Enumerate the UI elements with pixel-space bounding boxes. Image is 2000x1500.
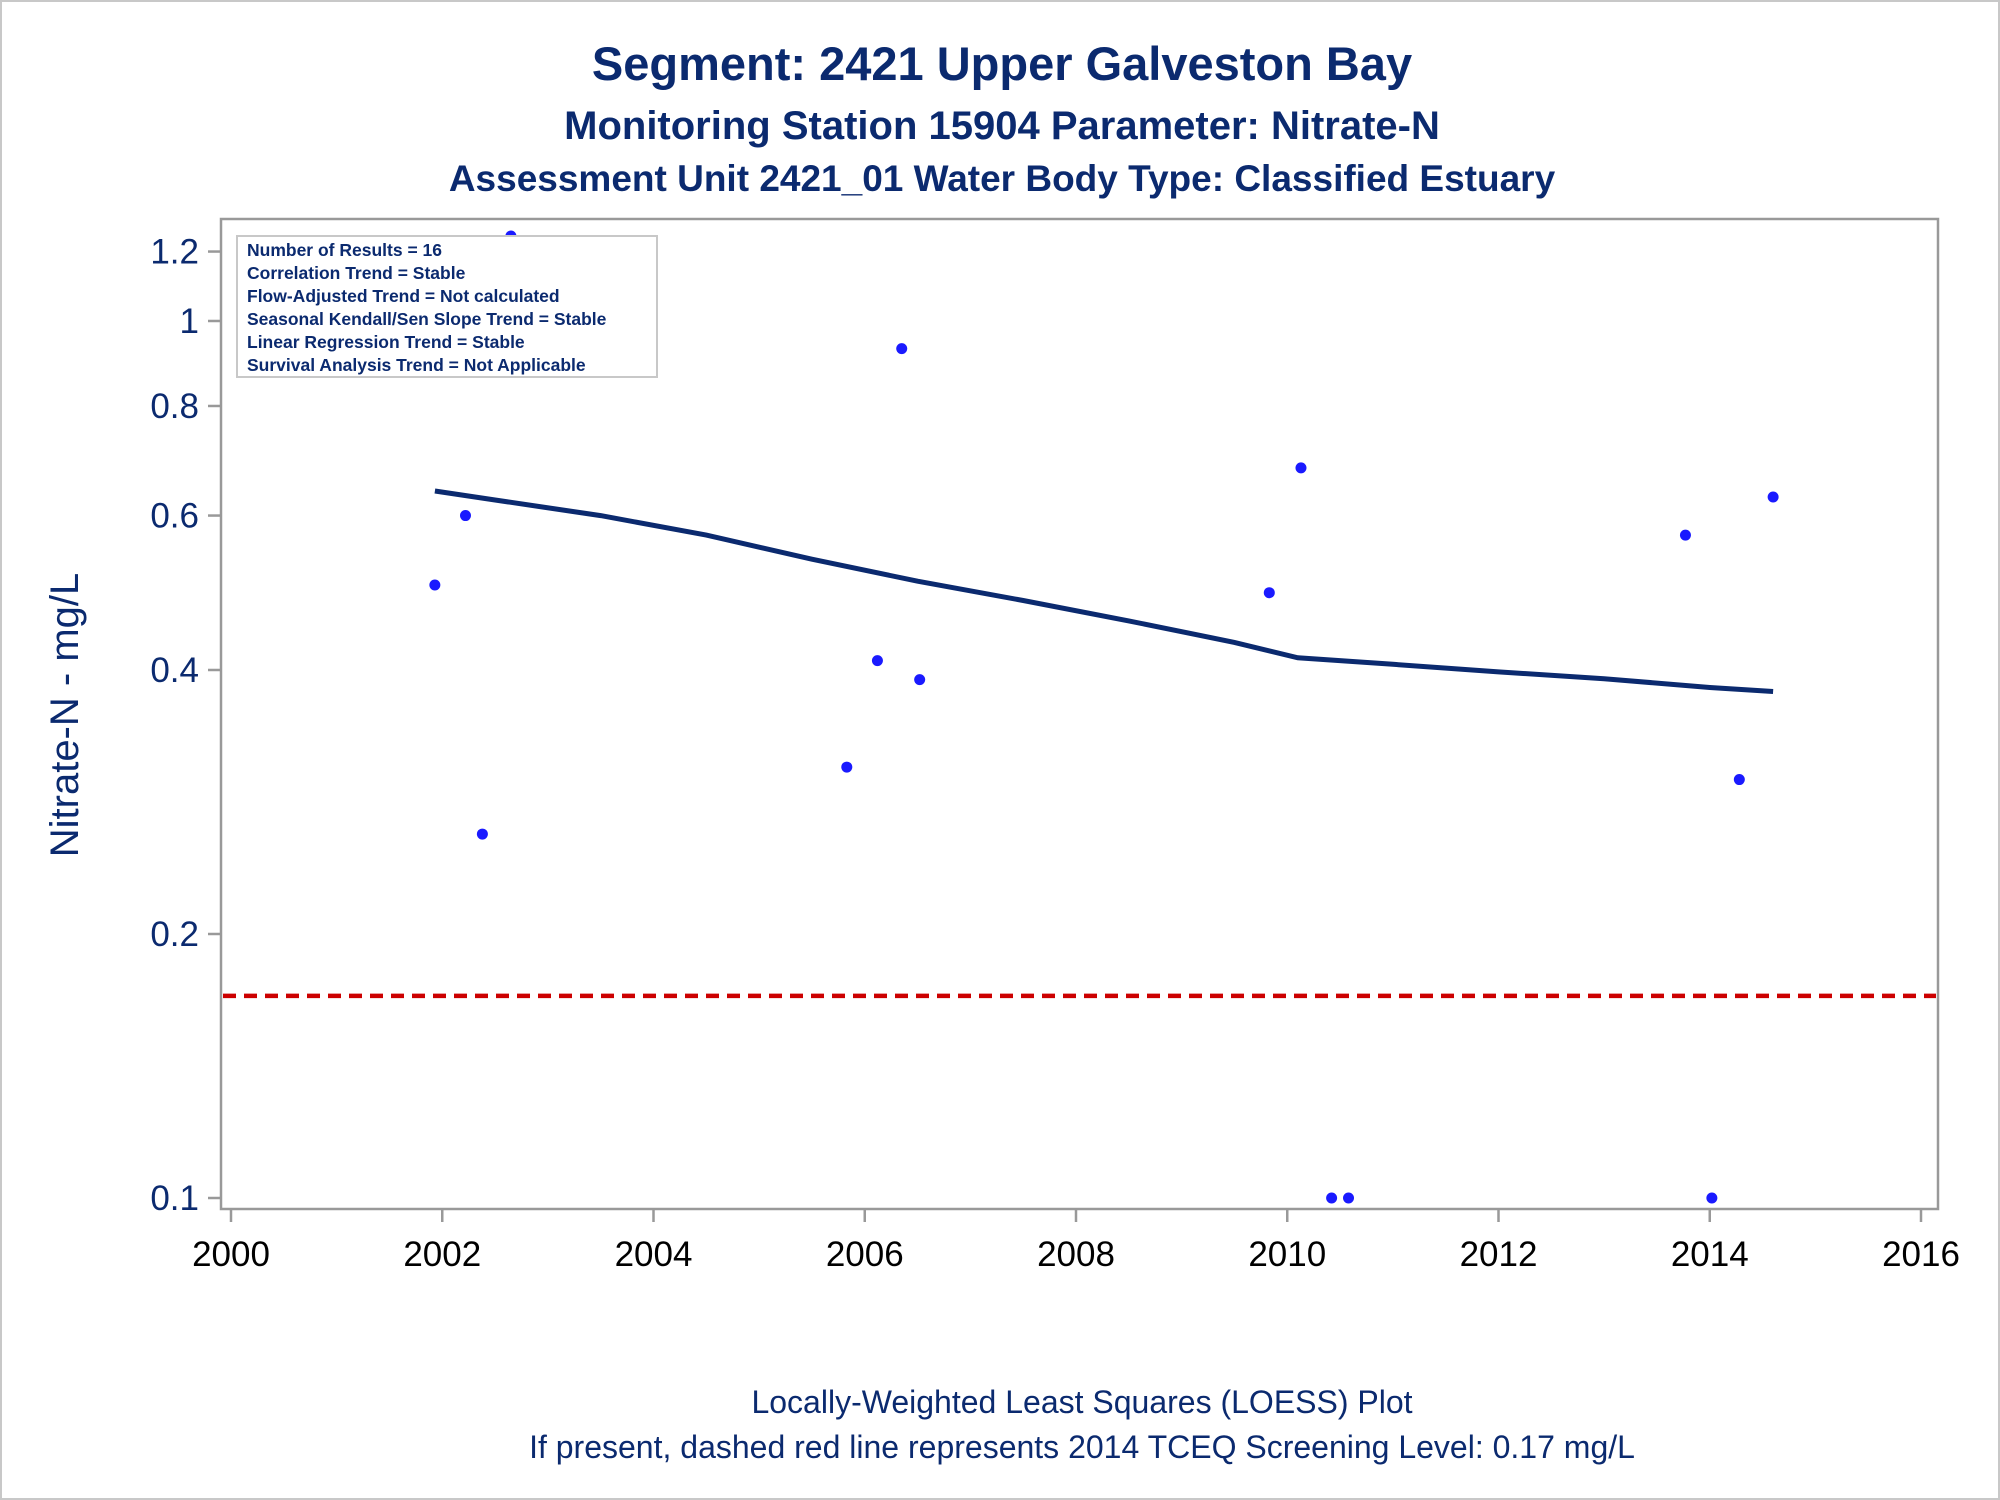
y-axis-label: Nitrate-N - mg/L <box>43 573 87 858</box>
y-tick-label: 1.2 <box>150 233 199 272</box>
x-tick-label: 2002 <box>403 1235 481 1274</box>
x-axis: 2000 2002 2004 2006 2008 2010 2012 2014 2016 <box>192 1209 1960 1274</box>
stat-number-of-results: Number of Results = 16 <box>247 240 442 260</box>
data-point <box>1343 1192 1355 1204</box>
x-tick-label: 2016 <box>1882 1235 1960 1274</box>
y-tick-label: 0.4 <box>150 651 199 690</box>
y-tick-label: 0.2 <box>150 915 199 954</box>
chart-subtitle-2: Assessment Unit 2421_01 Water Body Type:… <box>449 158 1556 199</box>
data-point <box>1263 587 1275 599</box>
stat-survival-analysis-trend: Survival Analysis Trend = Not Applicable <box>247 355 586 375</box>
footnote-loess: Locally-Weighted Least Squares (LOESS) P… <box>751 1384 1412 1420</box>
data-point <box>1679 529 1691 541</box>
data-points <box>429 230 1779 1204</box>
x-tick-label: 2000 <box>192 1235 270 1274</box>
x-tick-label: 2004 <box>615 1235 693 1274</box>
stats-box-frame <box>236 235 658 378</box>
data-point <box>476 828 488 840</box>
x-tick-label: 2012 <box>1460 1235 1538 1274</box>
stats-box: Number of Results = 16 Correlation Trend… <box>236 235 658 378</box>
y-axis: 0.1 0.2 0.4 0.6 0.8 1 1.2 <box>150 233 221 1218</box>
data-point <box>1326 1192 1338 1204</box>
plot-area <box>219 217 1940 1211</box>
data-point <box>1767 491 1779 503</box>
y-tick-label: 0.6 <box>150 497 199 536</box>
y-tick-label: 1 <box>180 302 199 341</box>
y-tick-label: 0.8 <box>150 387 199 426</box>
chart-title: Segment: 2421 Upper Galveston Bay <box>592 37 1412 90</box>
chart-subtitle: Monitoring Station 15904 Parameter: Nitr… <box>564 104 1440 148</box>
stat-seasonal-kendall-trend: Seasonal Kendall/Sen Slope Trend = Stabl… <box>247 309 607 329</box>
x-tick-label: 2006 <box>826 1235 904 1274</box>
x-tick-label: 2010 <box>1248 1235 1326 1274</box>
x-tick-label: 2008 <box>1037 1235 1115 1274</box>
footnote-screening-level: If present, dashed red line represents 2… <box>529 1429 1635 1465</box>
data-point <box>871 655 883 667</box>
data-point <box>1706 1192 1718 1204</box>
data-point <box>429 579 441 591</box>
data-point <box>1733 774 1745 786</box>
stat-correlation-trend: Correlation Trend = Stable <box>247 263 466 283</box>
data-point <box>896 343 908 355</box>
data-point <box>914 674 926 686</box>
stat-linear-regression-trend: Linear Regression Trend = Stable <box>247 332 525 352</box>
data-point <box>1295 462 1307 474</box>
data-point <box>841 761 853 773</box>
y-tick-label: 0.1 <box>150 1179 199 1218</box>
x-tick-label: 2014 <box>1671 1235 1749 1274</box>
loess-line <box>434 488 1774 694</box>
data-point <box>459 510 471 522</box>
stat-flow-adjusted-trend: Flow-Adjusted Trend = Not calculated <box>247 286 560 306</box>
